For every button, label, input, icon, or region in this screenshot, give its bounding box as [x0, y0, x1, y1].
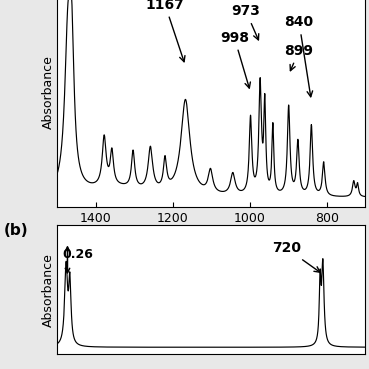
- Y-axis label: Absorbance: Absorbance: [41, 253, 54, 327]
- Text: (b): (b): [4, 223, 28, 238]
- Text: 720: 720: [272, 241, 320, 272]
- Y-axis label: Absorbance: Absorbance: [41, 55, 54, 129]
- X-axis label: Wavenumber cm$^{-1}$: Wavenumber cm$^{-1}$: [138, 229, 284, 247]
- Text: 0.26: 0.26: [62, 248, 93, 261]
- Text: 998: 998: [220, 31, 251, 88]
- Text: 973: 973: [231, 4, 261, 40]
- Text: 1167: 1167: [146, 0, 185, 62]
- Text: 840: 840: [284, 15, 314, 97]
- Text: 899: 899: [284, 44, 314, 71]
